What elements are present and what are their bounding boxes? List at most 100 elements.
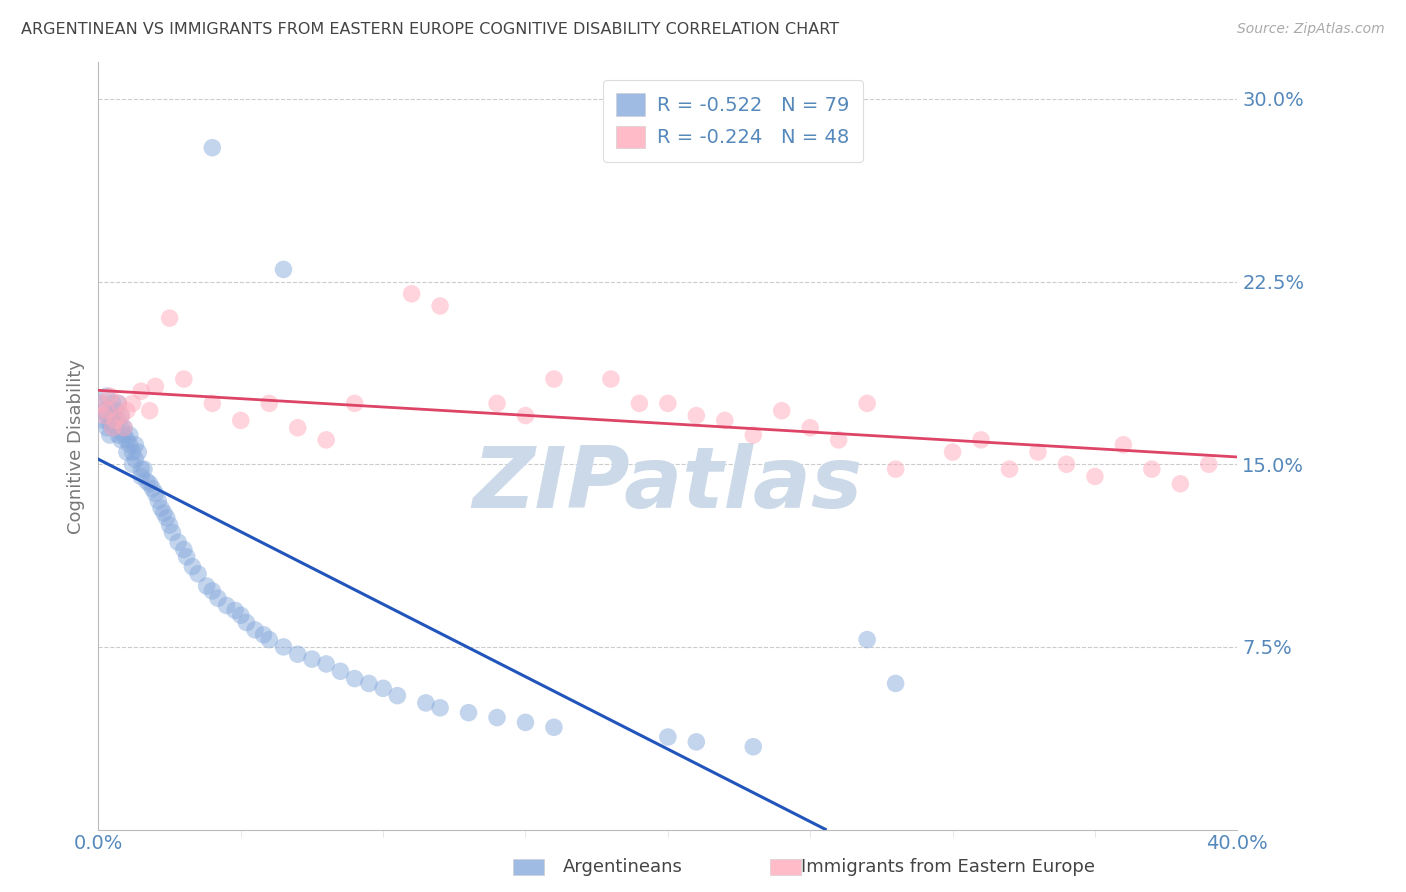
Point (127, 445, 149, 459)
Point (714, 413, 737, 427)
Point (273, 262, 295, 277)
Point (93, 403, 115, 417)
Text: Argentineans: Argentineans (562, 858, 682, 876)
Point (429, 700, 451, 714)
Point (357, 676, 380, 690)
Point (101, 421, 124, 435)
Point (115, 433, 138, 447)
Text: ARGENTINEAN VS IMMIGRANTS FROM EASTERN EUROPE COGNITIVE DISABILITY CORRELATION C: ARGENTINEAN VS IMMIGRANTS FROM EASTERN E… (21, 22, 839, 37)
Point (387, 689, 409, 703)
Point (970, 433, 993, 447)
Point (515, 715, 537, 730)
Point (112, 421, 135, 435)
Point (657, 396, 679, 410)
Point (150, 501, 173, 516)
Point (121, 396, 143, 410)
Point (1198, 457, 1220, 471)
Point (110, 421, 132, 435)
Point (856, 632, 879, 647)
Point (1026, 445, 1049, 459)
Point (229, 413, 252, 427)
Point (884, 676, 907, 690)
Point (243, 623, 266, 637)
Point (115, 403, 138, 417)
Point (429, 299, 451, 313)
Point (685, 409, 707, 423)
Point (457, 706, 479, 720)
Point (315, 657, 337, 671)
Point (98, 428, 121, 442)
Point (121, 457, 143, 471)
Point (884, 462, 907, 476)
Text: ZIPatlas: ZIPatlas (472, 442, 863, 526)
Point (96, 403, 118, 417)
Point (176, 549, 198, 564)
Point (138, 403, 160, 417)
Y-axis label: Cognitive Disability: Cognitive Disability (66, 359, 84, 533)
Point (93, 409, 115, 423)
Point (543, 720, 565, 734)
Point (107, 396, 129, 410)
Point (486, 396, 509, 410)
Point (201, 141, 224, 155)
Point (107, 413, 129, 427)
Point (104, 413, 127, 427)
Point (515, 409, 537, 423)
Point (998, 462, 1021, 476)
Point (1140, 462, 1163, 476)
Point (628, 396, 651, 410)
Point (96, 421, 118, 435)
Point (942, 445, 965, 459)
Point (343, 396, 366, 410)
Point (770, 403, 793, 417)
Point (101, 421, 124, 435)
Point (138, 476, 160, 491)
Point (129, 384, 152, 399)
Point (112, 428, 135, 442)
Point (259, 396, 281, 410)
Point (201, 396, 224, 410)
Point (112, 421, 135, 435)
Point (343, 672, 366, 686)
Point (167, 535, 190, 549)
Point (657, 730, 679, 744)
Point (159, 518, 181, 533)
Point (132, 462, 155, 476)
Point (118, 438, 141, 452)
Point (90, 396, 112, 410)
Point (287, 421, 309, 435)
Point (162, 525, 184, 540)
Point (1112, 438, 1135, 452)
Point (1170, 476, 1192, 491)
Point (118, 428, 141, 442)
Point (107, 428, 129, 442)
Point (181, 559, 204, 574)
Point (224, 603, 246, 617)
Point (141, 482, 163, 496)
Point (159, 311, 181, 326)
Point (173, 372, 195, 386)
Point (129, 462, 152, 476)
Legend: R = -0.522   N = 79, R = -0.224   N = 48: R = -0.522 N = 79, R = -0.224 N = 48 (603, 79, 863, 161)
Point (173, 542, 195, 557)
Point (315, 433, 337, 447)
Point (235, 615, 257, 630)
Point (401, 286, 423, 301)
Point (252, 628, 274, 642)
Point (415, 696, 437, 710)
Point (742, 739, 765, 754)
Point (828, 433, 851, 447)
Point (145, 379, 167, 393)
Point (856, 396, 879, 410)
Point (101, 396, 124, 410)
Point (110, 409, 132, 423)
Point (98, 389, 121, 403)
Point (98, 416, 121, 430)
Point (195, 579, 218, 593)
Point (110, 409, 132, 423)
Point (129, 469, 152, 483)
Text: Immigrants from Eastern Europe: Immigrants from Eastern Europe (801, 858, 1095, 876)
Point (104, 403, 127, 417)
Point (153, 506, 176, 520)
Point (107, 396, 129, 410)
